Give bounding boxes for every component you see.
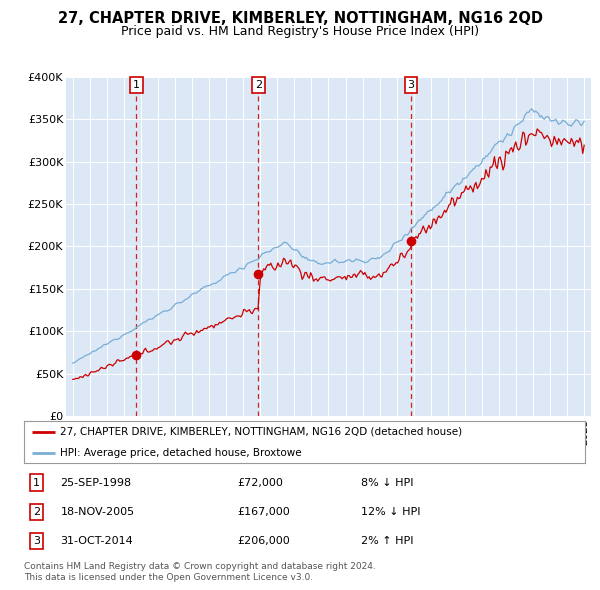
Text: Price paid vs. HM Land Registry's House Price Index (HPI): Price paid vs. HM Land Registry's House …: [121, 25, 479, 38]
Text: £206,000: £206,000: [237, 536, 290, 546]
Text: Contains HM Land Registry data © Crown copyright and database right 2024.
This d: Contains HM Land Registry data © Crown c…: [24, 562, 376, 582]
Text: £72,000: £72,000: [237, 477, 283, 487]
Text: £167,000: £167,000: [237, 507, 290, 517]
Text: 8% ↓ HPI: 8% ↓ HPI: [361, 477, 413, 487]
Text: 2: 2: [255, 80, 262, 90]
Text: 1: 1: [133, 80, 140, 90]
Text: 25-SEP-1998: 25-SEP-1998: [61, 477, 131, 487]
Text: 1: 1: [33, 477, 40, 487]
Text: 2: 2: [33, 507, 40, 517]
Text: 2% ↑ HPI: 2% ↑ HPI: [361, 536, 413, 546]
Text: 27, CHAPTER DRIVE, KIMBERLEY, NOTTINGHAM, NG16 2QD: 27, CHAPTER DRIVE, KIMBERLEY, NOTTINGHAM…: [58, 11, 542, 25]
Text: 31-OCT-2014: 31-OCT-2014: [61, 536, 133, 546]
Text: 27, CHAPTER DRIVE, KIMBERLEY, NOTTINGHAM, NG16 2QD (detached house): 27, CHAPTER DRIVE, KIMBERLEY, NOTTINGHAM…: [61, 427, 463, 437]
Text: HPI: Average price, detached house, Broxtowe: HPI: Average price, detached house, Brox…: [61, 448, 302, 458]
Text: 12% ↓ HPI: 12% ↓ HPI: [361, 507, 420, 517]
Text: 18-NOV-2005: 18-NOV-2005: [61, 507, 134, 517]
Text: 3: 3: [33, 536, 40, 546]
Text: 3: 3: [407, 80, 415, 90]
